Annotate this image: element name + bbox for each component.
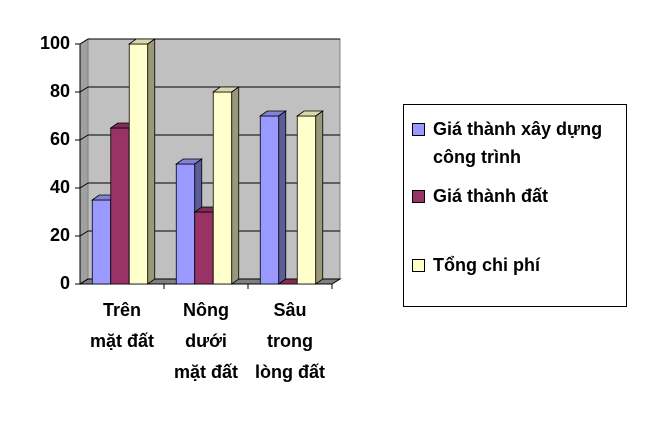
- x-tick-label: Nông: [183, 300, 229, 320]
- y-tick-label: 60: [50, 129, 70, 149]
- grid-line-side: [79, 86, 89, 93]
- legend-entry: Giá thành xây dựng công trình: [412, 115, 617, 171]
- legend-swatch: [412, 190, 425, 203]
- legend-swatch: [412, 259, 425, 272]
- legend-swatch: [412, 123, 425, 136]
- y-tick-label: 0: [60, 273, 70, 293]
- y-tick-label: 40: [50, 177, 70, 197]
- legend-label: Giá thành đất: [433, 186, 549, 206]
- bar: [91, 199, 112, 285]
- bar-side: [147, 38, 156, 285]
- legend-entry: Tổng chi phí: [412, 251, 617, 279]
- bar: [212, 91, 233, 285]
- y-tick-label: 20: [50, 225, 70, 245]
- x-tick-label: Sâu: [273, 300, 306, 320]
- bar: [194, 211, 214, 285]
- legend-entry: Giá thành đất: [412, 182, 617, 210]
- bar-side: [315, 110, 324, 285]
- grid-line-side: [79, 134, 89, 141]
- legend: Giá thành xây dựng công trình Giá thành đ…: [403, 104, 627, 307]
- bar: [259, 115, 280, 285]
- x-tick-label: Trên: [103, 300, 141, 320]
- bar: [128, 43, 149, 285]
- x-tick-label: dưới: [185, 331, 227, 351]
- x-tick-label: trong: [267, 331, 313, 351]
- bar-side: [278, 110, 287, 285]
- grid-line-side: [79, 278, 89, 285]
- y-tick-label: 100: [40, 33, 70, 53]
- legend-label: Giá thành xây dựng công trình: [433, 119, 603, 167]
- legend-label: Tổng chi phí: [433, 255, 540, 275]
- bar: [296, 115, 317, 285]
- y-tick-label: 80: [50, 81, 70, 101]
- side-wall: [79, 38, 89, 285]
- bar: [175, 163, 196, 285]
- x-tick-label: lòng đất: [255, 362, 325, 382]
- grid-line-side: [79, 182, 89, 189]
- bar: [110, 127, 130, 285]
- x-tick-label: mặt đất: [90, 331, 154, 351]
- grid-line-side: [79, 38, 89, 45]
- grid-line-side: [79, 230, 89, 237]
- x-tick-label: mặt đất: [174, 362, 238, 382]
- bar-side: [231, 86, 240, 285]
